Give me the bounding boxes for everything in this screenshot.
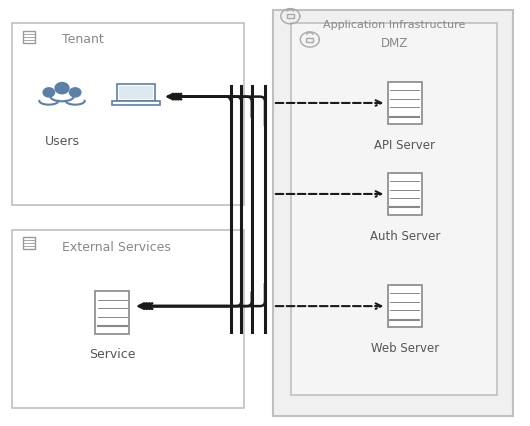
Bar xyxy=(117,84,155,101)
Bar xyxy=(112,101,160,105)
Text: API Server: API Server xyxy=(374,139,435,152)
Bar xyxy=(95,291,129,334)
Bar xyxy=(287,14,294,18)
Circle shape xyxy=(69,88,81,97)
Text: Users: Users xyxy=(45,135,80,148)
FancyBboxPatch shape xyxy=(12,230,244,408)
Bar xyxy=(387,82,422,124)
Text: External Services: External Services xyxy=(62,241,171,253)
Text: Service: Service xyxy=(89,348,135,361)
Bar xyxy=(119,86,153,99)
Bar xyxy=(23,237,34,248)
FancyBboxPatch shape xyxy=(273,10,513,416)
Text: Application Infrastructure: Application Infrastructure xyxy=(323,20,465,30)
Bar xyxy=(23,32,34,43)
Text: Auth Server: Auth Server xyxy=(369,230,440,243)
Bar xyxy=(387,285,422,327)
FancyBboxPatch shape xyxy=(292,23,497,395)
Text: Tenant: Tenant xyxy=(62,33,104,46)
Circle shape xyxy=(55,83,69,94)
Bar xyxy=(306,37,313,42)
Circle shape xyxy=(43,88,55,97)
FancyBboxPatch shape xyxy=(12,23,244,204)
Text: DMZ: DMZ xyxy=(381,37,408,50)
Bar xyxy=(387,173,422,215)
Text: Web Server: Web Server xyxy=(370,342,439,355)
